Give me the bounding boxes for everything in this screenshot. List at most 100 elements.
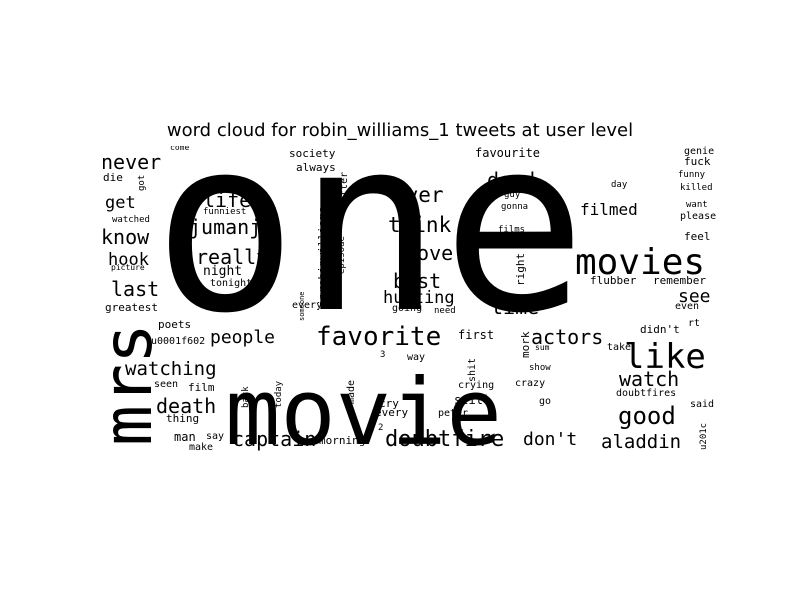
cloud-word-favorite: favorite	[316, 322, 441, 352]
cloud-word-2: 2	[378, 423, 383, 433]
cloud-word-every: every	[375, 406, 408, 419]
cloud-word-3: 3	[380, 350, 385, 360]
cloud-word-guy: guy	[504, 190, 521, 200]
cloud-word-never: never	[103, 150, 161, 174]
cloud-word-doubtfire: doubtfire	[385, 427, 504, 452]
cloud-word-aladdin: aladdin	[601, 431, 681, 453]
cloud-word-life: life	[203, 188, 251, 212]
cloud-word-time: time	[491, 295, 539, 319]
cloud-word-said: said	[690, 399, 714, 410]
cloud-word-got: got	[137, 175, 147, 191]
cloud-word-film: film	[188, 381, 215, 394]
cloud-word-favourite: favourite	[475, 146, 540, 160]
cloud-word-peter: peter	[438, 408, 468, 419]
cloud-word-jumanji: jumanji	[189, 215, 273, 239]
cloud-word-day: day	[611, 180, 628, 190]
cloud-word-back: back	[241, 386, 251, 408]
cloud-word-take: take	[607, 342, 631, 353]
cloud-word-first: first	[458, 328, 494, 342]
cloud-word-say: say	[206, 431, 224, 442]
cloud-word-killed: killed	[680, 183, 713, 193]
cloud-word-hook: hook	[108, 250, 149, 270]
cloud-word-like: like	[624, 337, 706, 377]
cloud-word-think: think	[388, 213, 452, 237]
cloud-word-good: good	[618, 402, 676, 430]
cloud-word-genie: genie	[684, 146, 714, 157]
cloud-word-greatest: greatest	[105, 301, 158, 314]
cloud-word-don-t: don't	[523, 429, 577, 450]
cloud-word-episode: episode	[337, 236, 347, 274]
cloud-word-filmed: filmed	[580, 200, 638, 219]
cloud-word-movie: movie	[225, 359, 502, 454]
cloud-word-morning: morning	[319, 434, 365, 447]
cloud-word-poets: poets	[158, 318, 191, 331]
cloud-word-remember: remember	[653, 274, 706, 287]
cloud-word-still: still	[454, 393, 490, 407]
cloud-word-one: one	[153, 146, 586, 366]
cloud-word-funniest: funniest	[203, 207, 246, 217]
cloud-word-iprobinwilliams: iprobinwilliams	[316, 207, 329, 306]
cloud-word-tonight: tonight	[210, 278, 252, 289]
cloud-word-love: love	[405, 241, 453, 265]
cloud-word-people: people	[210, 327, 275, 348]
cloud-word-night: night	[203, 264, 242, 279]
cloud-word-mrs: mrs	[103, 323, 168, 446]
cloud-word-know: know	[103, 225, 150, 249]
cloud-word-doubtfires: doubtfires	[616, 388, 676, 399]
cloud-word-even: even	[675, 301, 699, 312]
cloud-word-sum: sum	[535, 343, 550, 352]
cloud-word-hunting: hunting	[383, 288, 455, 308]
cloud-word-feel: feel	[684, 230, 711, 243]
cloud-word-funny: funny	[678, 170, 706, 180]
cloud-word-watching: watching	[125, 358, 217, 380]
cloud-word-picture: picture	[111, 263, 145, 272]
cloud-word-seen: seen	[154, 379, 178, 390]
cloud-word-death: death	[156, 394, 216, 418]
cloud-word-get: get	[105, 193, 136, 213]
cloud-word-made: made	[346, 380, 357, 404]
cloud-word-crying: crying	[458, 380, 494, 391]
cloud-word-captain: captain	[232, 427, 316, 451]
cloud-word-fuck: fuck	[684, 155, 711, 168]
cloud-word-always: always	[296, 161, 336, 174]
cloud-word-right: right	[514, 253, 527, 286]
cloud-word-see: see	[678, 286, 711, 307]
cloud-word-flubber: flubber	[590, 274, 637, 287]
cloud-word-someone: someone	[298, 291, 306, 321]
cloud-word-crazy: crazy	[515, 378, 545, 389]
cloud-word-need: need	[434, 306, 456, 316]
cloud-word-man: man	[174, 430, 196, 444]
cloud-word-best: best	[393, 269, 441, 293]
cloud-word-want: want	[686, 200, 708, 210]
cloud-word-better: better	[339, 172, 350, 208]
cloud-word-make: make	[189, 442, 213, 453]
cloud-word-today: today	[274, 380, 284, 408]
cloud-word-u201c: u201c	[699, 423, 709, 450]
cloud-word-ever: ever	[393, 183, 444, 207]
cloud-word-cry: cry	[379, 397, 399, 410]
cloud-word-really: really	[196, 245, 268, 269]
cloud-word-u0001f602: u0001f602	[151, 336, 205, 347]
cloud-word-films: films	[498, 225, 525, 235]
cloud-word-come: come	[170, 146, 189, 152]
word-cloud: one movie mrs movies like favorite doubtfire ca…	[103, 146, 720, 454]
cloud-word-please: please	[680, 211, 716, 222]
cloud-word-last: last	[111, 277, 159, 301]
cloud-word-thing: thing	[166, 412, 199, 425]
cloud-word-die: die	[103, 171, 123, 184]
cloud-word-dead: dead	[487, 168, 535, 192]
cloud-word-everyone: everyone	[292, 300, 340, 311]
cloud-word-movies: movies	[575, 242, 705, 283]
cloud-word-rt: rt	[688, 318, 700, 329]
cloud-word-watched: watched	[112, 215, 150, 225]
cloud-word-mork: mork	[519, 331, 532, 358]
cloud-word-gonna: gonna	[501, 202, 528, 212]
cloud-word-didn-t: didn't	[640, 323, 680, 336]
cloud-word-going: going	[392, 303, 422, 314]
cloud-word-go: go	[539, 396, 551, 407]
cloud-word-watch: watch	[619, 367, 679, 391]
cloud-word-way: way	[407, 352, 425, 363]
cloud-word-shit: shit	[467, 358, 478, 382]
cloud-word-show: show	[529, 363, 551, 373]
